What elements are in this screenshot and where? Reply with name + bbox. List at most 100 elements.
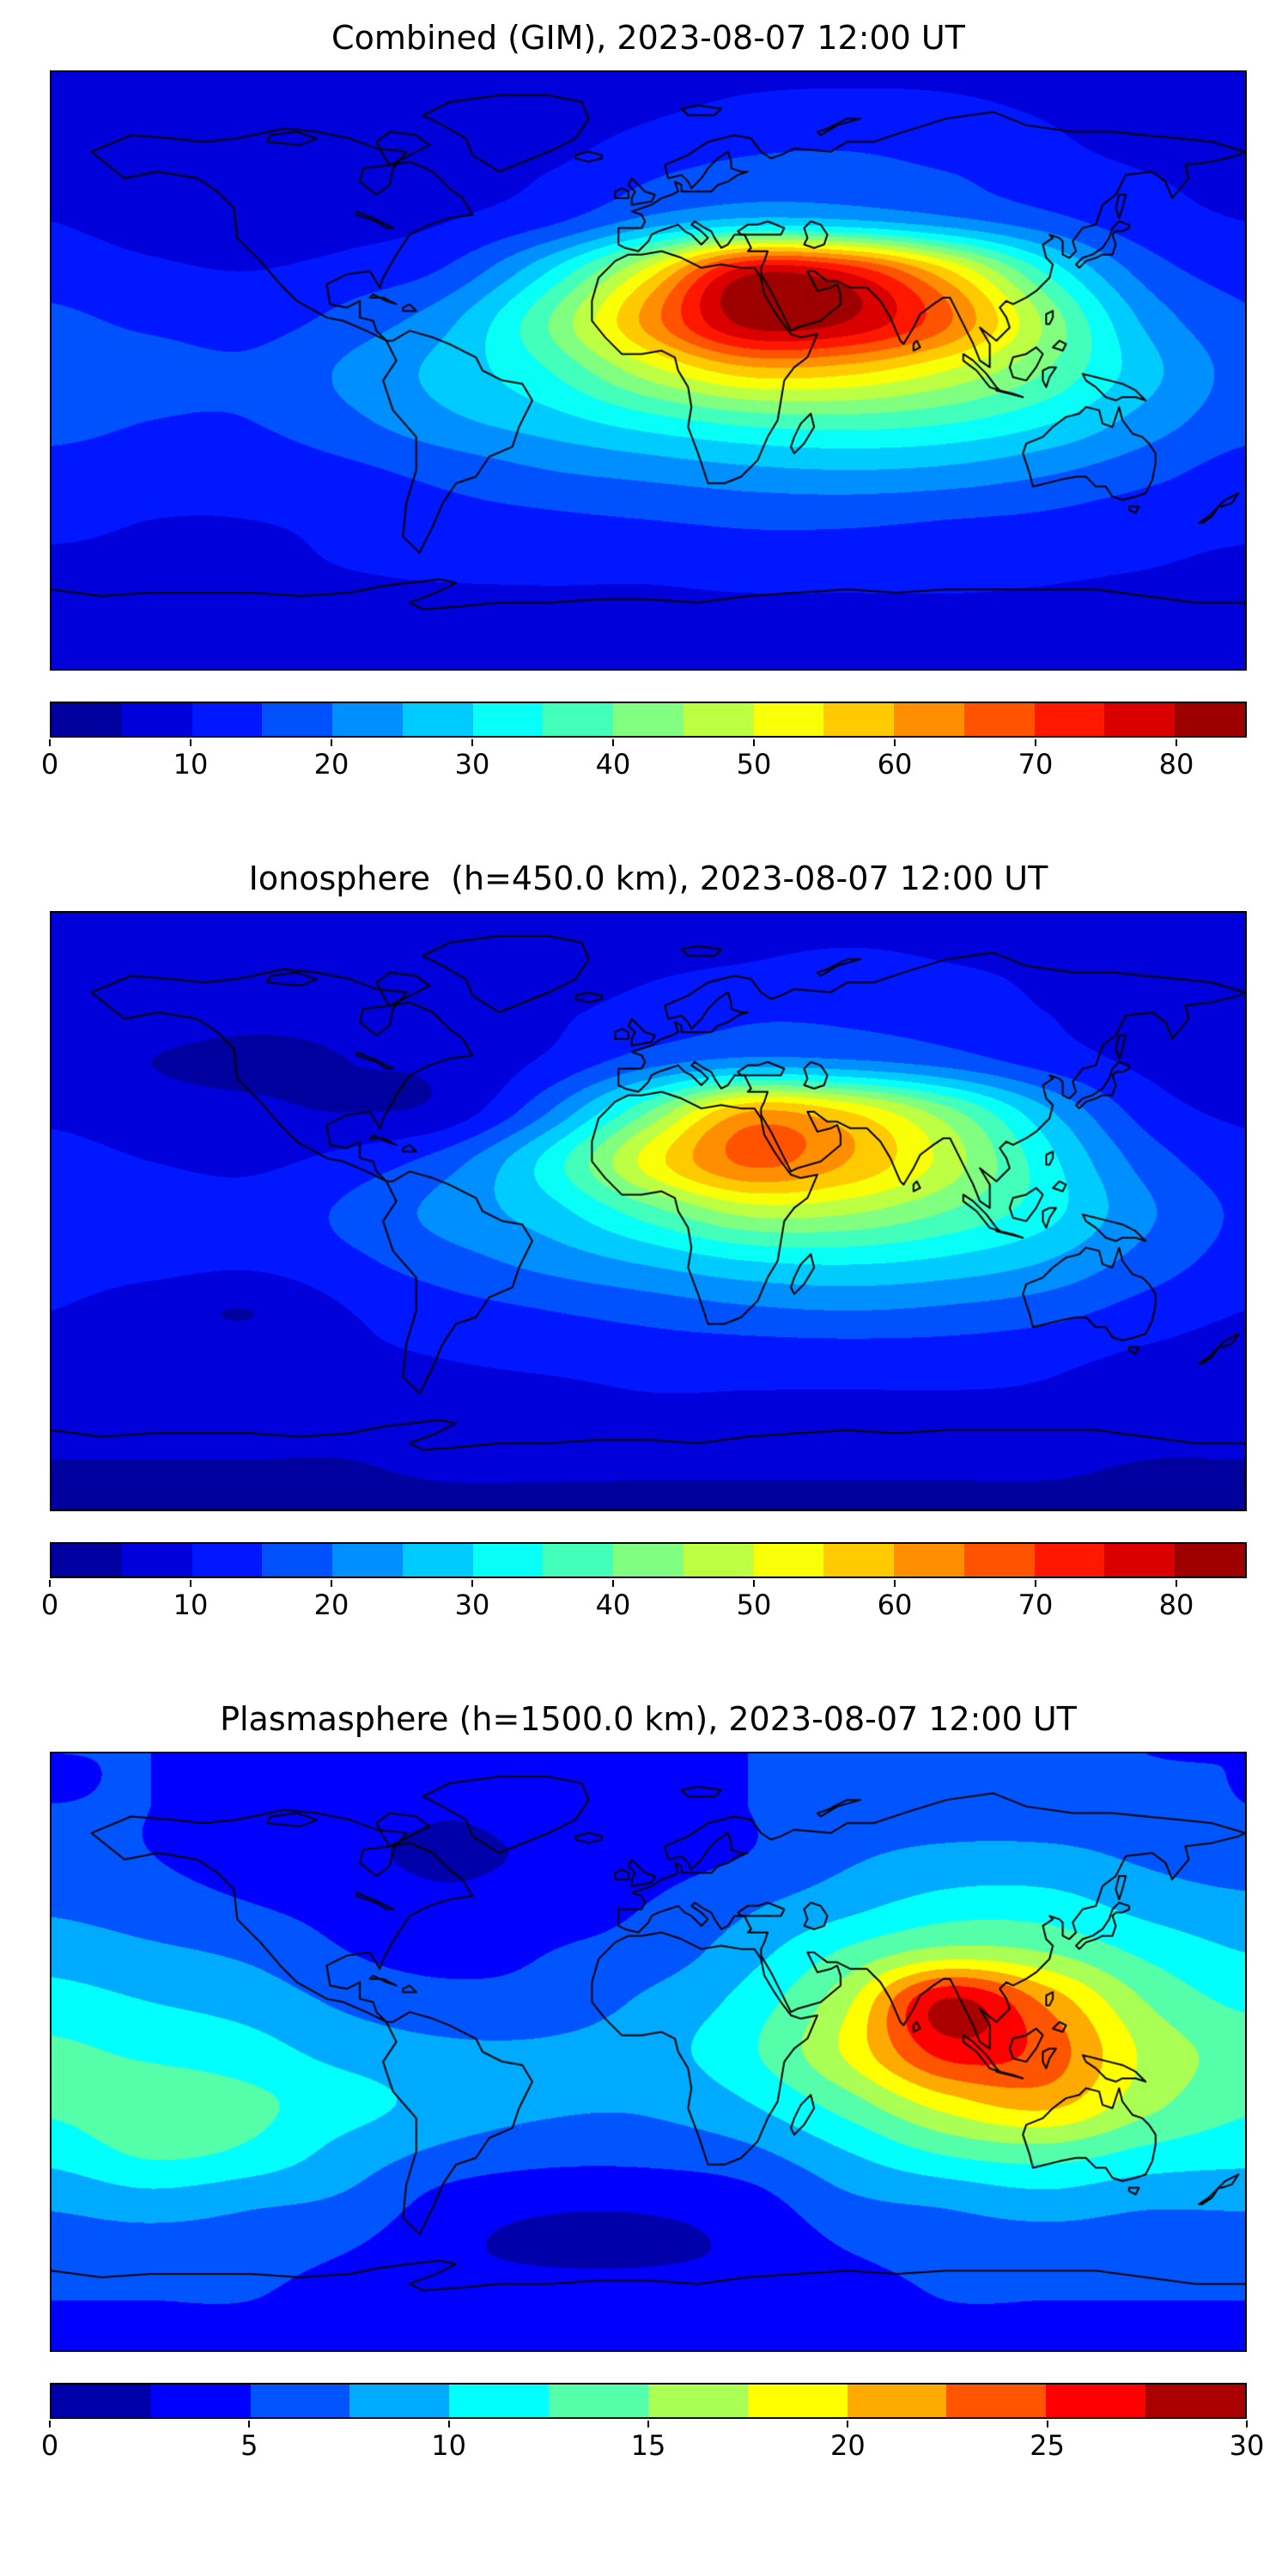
- colorbar-tick: [894, 739, 896, 746]
- colorbar-segment: [894, 703, 964, 736]
- colorbar-segment: [683, 1544, 754, 1577]
- colorbar-segment: [1175, 1544, 1246, 1577]
- colorbar-segment: [543, 1544, 614, 1577]
- colorbar-segment: [894, 1544, 964, 1577]
- panel-title: Ionosphere (h=450.0 km), 2023-08-07 12:0…: [248, 860, 1048, 897]
- colorbar-segment: [647, 2385, 748, 2417]
- colorbar-segment: [543, 703, 614, 736]
- colorbar-tick: [1035, 1580, 1036, 1587]
- colorbar-tick: [471, 739, 473, 746]
- colorbar-tick: [248, 2421, 251, 2427]
- colorbar-tick-label: 30: [454, 748, 490, 781]
- colorbar-segment: [250, 2385, 350, 2417]
- colorbar-segment: [1046, 2385, 1146, 2417]
- colorbar-tick-label: 25: [1030, 2429, 1066, 2462]
- colorbar-tick-label: 0: [40, 748, 59, 781]
- colorbar-tick-label: 70: [1018, 748, 1054, 781]
- colorbar-tick: [753, 1580, 755, 1587]
- colorbar-tick-label: 40: [595, 1589, 631, 1621]
- tec-map-panel-ionosphere: Ionosphere (h=450.0 km), 2023-08-07 12:0…: [0, 860, 1288, 1628]
- colorbar: [50, 1542, 1247, 1578]
- colorbar-segment: [262, 1544, 333, 1577]
- colorbar-tick: [49, 739, 51, 746]
- colorbar-tick: [331, 739, 332, 746]
- colorbar: [50, 702, 1247, 738]
- colorbar-tick: [647, 2421, 649, 2427]
- colorbar-tick-label: 20: [829, 2429, 866, 2462]
- colorbar-tick-label: 30: [1229, 2429, 1265, 2462]
- colorbar-tick-label: 10: [431, 2429, 467, 2462]
- colorbar-segment: [52, 2385, 151, 2417]
- tec-heatmap-canvas: [50, 1752, 1247, 2352]
- colorbar-tick: [471, 1580, 473, 1587]
- colorbar: [50, 2383, 1247, 2419]
- colorbar-tick-label: 5: [240, 2429, 258, 2462]
- colorbar-tick-label: 10: [173, 748, 209, 781]
- colorbar-tick: [49, 1580, 51, 1587]
- colorbar-segment: [753, 1544, 824, 1577]
- colorbar-segment: [847, 2385, 947, 2417]
- colorbar-tick-label: 0: [40, 2429, 59, 2462]
- colorbar-segment: [121, 1544, 192, 1577]
- colorbar-tick-label: 20: [313, 748, 349, 781]
- colorbar-tick-label: 0: [40, 1589, 59, 1621]
- colorbar-segment: [150, 2385, 251, 2417]
- colorbar-tick-label: 60: [877, 748, 913, 781]
- colorbar-segment: [1034, 703, 1105, 736]
- colorbar-tick: [49, 2421, 51, 2427]
- colorbar-segment: [613, 703, 683, 736]
- colorbar-tick: [1246, 2421, 1248, 2427]
- colorbar-tick: [1046, 2421, 1048, 2427]
- colorbar-segment: [823, 703, 895, 736]
- colorbar-segment: [1145, 2385, 1245, 2417]
- colorbar-tick-row: 0 5 10 15 20 25 30: [41, 2421, 1264, 2469]
- tec-figure: Combined (GIM), 2023-08-07 12:00 UT 0 10 2…: [0, 19, 1288, 2469]
- colorbar-segment: [349, 2385, 450, 2417]
- colorbar-segment: [472, 1544, 544, 1577]
- colorbar-segment: [332, 1544, 403, 1577]
- colorbar-tick: [612, 739, 614, 746]
- colorbar-segment: [1104, 1544, 1176, 1577]
- colorbar-tick: [190, 739, 191, 746]
- colorbar-tick: [612, 1580, 614, 1587]
- tec-heatmap-canvas: [50, 911, 1247, 1511]
- colorbar-segment: [472, 703, 544, 736]
- colorbar-segment: [52, 703, 122, 736]
- colorbar-tick: [447, 2421, 450, 2427]
- colorbar-tick-label: 20: [313, 1589, 349, 1621]
- colorbar-tick: [331, 1580, 332, 1587]
- colorbar-segment: [683, 703, 754, 736]
- colorbar-segment: [262, 703, 333, 736]
- colorbar-segment: [549, 2385, 648, 2417]
- colorbar-tick: [1176, 1580, 1177, 1587]
- colorbar-segment: [946, 2385, 1047, 2417]
- colorbar-segment: [332, 703, 403, 736]
- colorbar-tick-label: 50: [736, 1589, 772, 1621]
- colorbar-tick: [190, 1580, 191, 1587]
- colorbar-segment: [402, 703, 473, 736]
- colorbar-tick-label: 80: [1158, 748, 1194, 781]
- colorbar-segment: [121, 703, 192, 736]
- tec-heatmap-canvas: [50, 70, 1247, 671]
- colorbar-segment: [1034, 1544, 1105, 1577]
- colorbar-segment: [613, 1544, 683, 1577]
- colorbar-tick-label: 50: [736, 748, 772, 781]
- colorbar-segment: [753, 703, 824, 736]
- tec-map-panel-combined: Combined (GIM), 2023-08-07 12:00 UT 0 10 2…: [0, 19, 1288, 787]
- colorbar-tick-row: 0 10 20 30 40 50 60 70 80: [41, 739, 1247, 787]
- colorbar-tick-label: 80: [1158, 1589, 1194, 1621]
- colorbar-segment: [1175, 703, 1246, 736]
- colorbar-tick-label: 40: [595, 748, 631, 781]
- colorbar-tick: [753, 739, 755, 746]
- colorbar-segment: [191, 703, 263, 736]
- colorbar-tick: [1035, 739, 1036, 746]
- colorbar-tick-label: 30: [454, 1589, 490, 1621]
- tec-map-panel-plasmasphere: Plasmasphere (h=1500.0 km), 2023-08-07 1…: [0, 1700, 1288, 2469]
- colorbar-tick-label: 15: [630, 2429, 666, 2462]
- colorbar-segment: [963, 703, 1035, 736]
- colorbar-segment: [747, 2385, 848, 2417]
- colorbar-tick-row: 0 10 20 30 40 50 60 70 80: [41, 1580, 1247, 1628]
- colorbar-segment: [449, 2385, 550, 2417]
- colorbar-tick-label: 70: [1018, 1589, 1054, 1621]
- colorbar-tick: [847, 2421, 849, 2427]
